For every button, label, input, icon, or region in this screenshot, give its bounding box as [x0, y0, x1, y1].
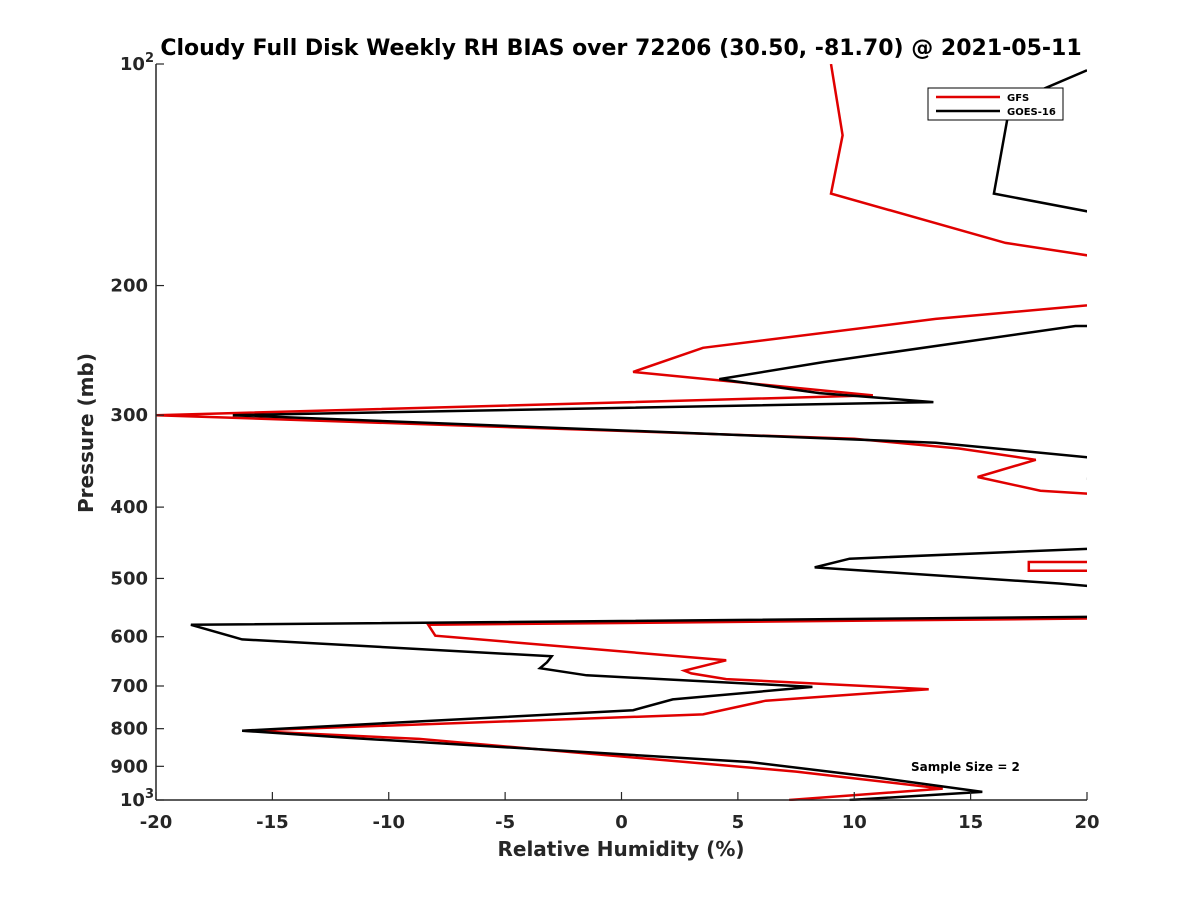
x-tick-label: 10 [842, 812, 867, 833]
y-axis-label: Pressure (mb) [74, 353, 98, 513]
x-tick-label: 15 [958, 812, 983, 833]
y-tick-label: 102 [120, 51, 154, 75]
series-line-goes16 [814, 547, 1087, 588]
y-tick-label: 300 [110, 405, 148, 426]
series-line-gfs [1027, 560, 1087, 572]
series-line-goes16 [992, 69, 1087, 213]
series-line-gfs [244, 617, 1087, 801]
y-tick-label: 400 [110, 497, 148, 518]
series-line-gfs [829, 64, 1087, 257]
chart-title: Cloudy Full Disk Weekly RH BIAS over 722… [160, 36, 1081, 61]
x-axis-label: Relative Humidity (%) [497, 837, 744, 861]
sample-size-annotation: Sample Size = 2 [911, 760, 1020, 774]
x-tick-label: -20 [140, 812, 173, 833]
y-tick-label: 500 [110, 568, 148, 589]
y-tick-label: 200 [110, 276, 148, 297]
x-tick-label: -10 [372, 812, 405, 833]
series-line-gfs [156, 304, 1087, 495]
legend-label-goes16: GOES-16 [1007, 107, 1056, 118]
x-tick-label: 0 [615, 812, 628, 833]
series-line-goes16 [232, 324, 1087, 459]
legend-box [927, 87, 1064, 121]
y-tick-label: 900 [110, 756, 148, 777]
series-line-goes16 [1086, 477, 1087, 480]
y-tick-label: 103 [120, 787, 154, 811]
y-tick-label: 800 [110, 719, 148, 740]
x-tick-label: -15 [256, 812, 289, 833]
y-tick-label: 700 [110, 676, 148, 697]
legend-label-gfs: GFS [1007, 93, 1029, 104]
x-tick-label: 5 [732, 812, 745, 833]
x-tick-label: 20 [1074, 812, 1099, 833]
y-tick-label: 600 [110, 627, 148, 648]
series-line-goes16 [190, 615, 1087, 801]
x-tick-label: -5 [495, 812, 515, 833]
legend: GFS GOES-16 [927, 87, 1064, 121]
